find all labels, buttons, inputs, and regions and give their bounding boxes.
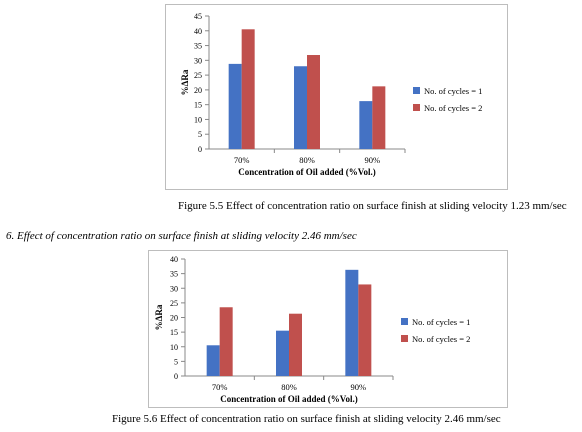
bar-90pct-series-2 (372, 86, 386, 149)
figure-5-6-caption: Figure 5.6 Effect of concentration ratio… (112, 413, 501, 425)
y-axis-label: %ΔRa (180, 69, 190, 95)
y-tick-label: 35 (194, 42, 202, 51)
x-tick-label: 90% (365, 155, 381, 165)
bar-70pct-series-1 (206, 345, 220, 376)
figure-5-5-caption: Figure 5.5 Effect of concentration ratio… (178, 200, 567, 212)
y-tick-label: 5 (174, 357, 178, 366)
y-axis-label: %ΔRa (154, 304, 164, 330)
x-tick-label: 80% (299, 155, 315, 165)
y-tick-label: 20 (170, 314, 178, 323)
legend-swatch-series-2 (413, 104, 420, 111)
bar-90pct-series-1 (345, 269, 359, 376)
y-tick-label: 40 (170, 255, 178, 264)
y-tick-label: 30 (194, 56, 202, 65)
chart-1-frame: 0 5 10 15 20 25 30 35 40 45 70% 80% 90% %ΔRa Concentra… (165, 4, 508, 190)
chart-2-frame: 0 5 10 15 20 25 30 35 40 70% 80% 90% %ΔRa Concentrati… (148, 250, 508, 408)
legend-label-series-1: No. of cycles = 1 (424, 86, 482, 96)
bar-90pct-series-2 (358, 284, 372, 376)
y-tick-label: 15 (194, 101, 202, 110)
bar-80pct-series-1 (276, 330, 289, 376)
bar-80pct-series-1 (294, 66, 307, 149)
legend-swatch-series-1 (413, 87, 420, 94)
y-tick-label: 30 (170, 284, 178, 293)
legend-label-series-2: No. of cycles = 2 (424, 103, 482, 113)
bar-70pct-series-2 (241, 29, 255, 149)
x-axis-label: Concentration of Oil added (%Vol.) (220, 394, 357, 404)
legend-label-series-2: No. of cycles = 2 (412, 334, 470, 344)
legend-swatch-series-2 (401, 335, 408, 342)
bar-90pct-series-1 (359, 101, 373, 149)
y-tick-label: 25 (170, 299, 178, 308)
x-tick-label: 70% (212, 382, 228, 392)
x-tick-label: 90% (351, 382, 367, 392)
x-tick-label: 80% (281, 382, 297, 392)
bar-70pct-series-1 (228, 63, 242, 149)
y-tick-label: 45 (194, 12, 202, 21)
chart-1: 0 5 10 15 20 25 30 35 40 45 70% 80% 90% %ΔRa Concentra… (180, 12, 482, 177)
y-tick-label: 0 (198, 145, 202, 154)
chart-2: 0 5 10 15 20 25 30 35 40 70% 80% 90% %ΔRa Concentrati… (154, 255, 470, 404)
y-tick-label: 35 (170, 270, 178, 279)
y-tick-label: 5 (198, 130, 202, 139)
y-tick-label: 15 (170, 328, 178, 337)
y-tick-label: 40 (194, 27, 202, 36)
legend-label-series-1: No. of cycles = 1 (412, 317, 470, 327)
legend-swatch-series-1 (401, 318, 408, 325)
bar-70pct-series-2 (219, 307, 233, 376)
x-axis-label: Concentration of Oil added (%Vol.) (238, 167, 375, 177)
bar-80pct-series-2 (307, 55, 320, 149)
y-tick-label: 0 (174, 372, 178, 381)
y-tick-label: 25 (194, 71, 202, 80)
section-6-heading: 6. Effect of concentration ratio on surf… (6, 230, 357, 242)
x-tick-label: 70% (234, 155, 250, 165)
y-tick-label: 20 (194, 86, 202, 95)
y-tick-label: 10 (170, 343, 178, 352)
bar-80pct-series-2 (289, 313, 302, 376)
y-tick-label: 10 (194, 115, 202, 124)
